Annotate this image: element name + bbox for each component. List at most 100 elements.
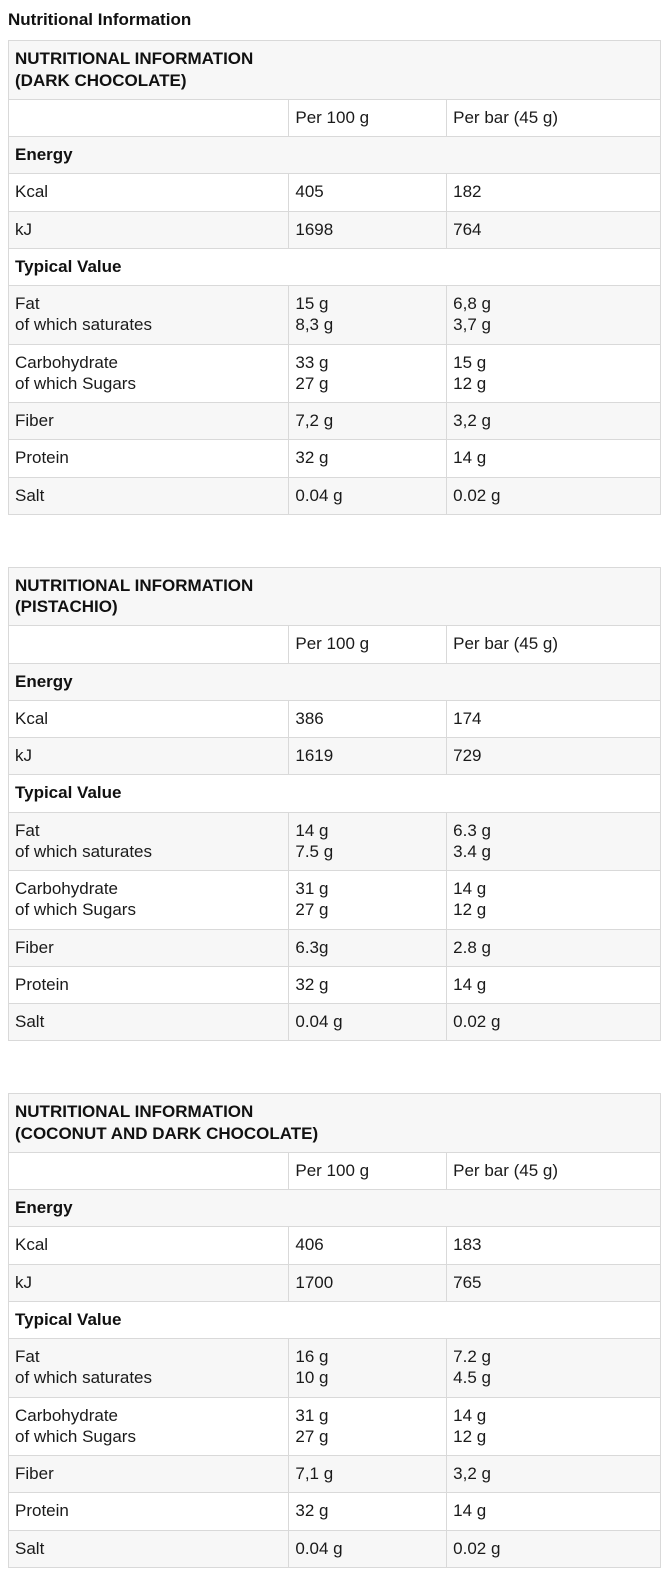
value-line1: 15 g	[453, 352, 487, 372]
row-label: Carbohydrate	[15, 879, 119, 898]
column-header-row: Per 100 g Per bar (45 g)	[8, 98, 661, 137]
value-per-100g: 0.04 g	[288, 476, 447, 515]
column-header-empty	[8, 1151, 289, 1190]
section-label-typical-value: Typical Value	[8, 247, 661, 286]
section-row-energy: Energy	[8, 1188, 661, 1227]
table-title-cell: NUTRITIONAL INFORMATION (DARK CHOCOLATE)	[9, 41, 661, 100]
value-line2: 27 g	[295, 900, 329, 920]
row-label-protein: Protein	[8, 439, 289, 477]
value-line1: 14 g	[453, 879, 487, 898]
value-per-100g: 14 g 7.5 g	[288, 811, 447, 871]
value-line1: 31 g	[295, 879, 329, 898]
section-label-energy: Energy	[8, 135, 661, 174]
value-line1: 14 g	[295, 820, 329, 840]
value-per-bar: 15 g 12 g	[446, 343, 661, 403]
row-label-salt: Salt	[8, 1002, 289, 1041]
value-line2: 3,7 g	[453, 315, 491, 335]
nutrition-table-coconut-dark-chocolate: NUTRITIONAL INFORMATION (COCONUT AND DAR…	[8, 1093, 661, 1568]
value-per-bar: 3,2 g	[446, 1454, 661, 1493]
row-label-fiber: Fiber	[8, 928, 289, 967]
row-label-fiber: Fiber	[8, 401, 289, 440]
table-row-kcal: Kcal 406 183	[8, 1226, 661, 1264]
row-label: Carbohydrate	[15, 1405, 119, 1425]
section-row-energy: Energy	[8, 135, 661, 174]
row-sublabel: of which Sugars	[15, 1426, 136, 1446]
column-header-per-100g: Per 100 g	[288, 98, 447, 137]
value-per-100g: 32 g	[288, 965, 447, 1004]
table-title-cell: NUTRITIONAL INFORMATION (PISTACHIO)	[9, 567, 661, 626]
value-line2: 27 g	[295, 1426, 329, 1446]
row-label: Fat	[15, 1347, 40, 1366]
table-row-carbohydrate: Carbohydrate of which Sugars 33 g 27 g 1…	[8, 343, 661, 403]
value-line2: 4.5 g	[453, 1368, 491, 1388]
value-per-100g: 1700	[288, 1263, 447, 1302]
row-label-kj: kJ	[8, 210, 289, 249]
value-per-100g: 31 g 27 g	[288, 1396, 447, 1456]
value-per-bar: 174	[446, 699, 661, 738]
column-header-per-bar: Per bar (45 g)	[446, 98, 661, 137]
table-title-row: NUTRITIONAL INFORMATION (PISTACHIO)	[8, 567, 661, 626]
row-label-fat: Fat of which saturates	[8, 1338, 289, 1397]
value-per-bar: 0.02 g	[446, 476, 661, 515]
row-label-fat: Fat of which saturates	[8, 285, 289, 344]
value-line2: 12 g	[453, 373, 487, 393]
column-header-per-bar: Per bar (45 g)	[446, 1151, 661, 1190]
row-sublabel: of which saturates	[15, 315, 153, 335]
row-label: Fat	[15, 820, 40, 840]
row-label-fiber: Fiber	[8, 1454, 289, 1493]
value-per-bar: 3,2 g	[446, 401, 661, 440]
row-label-salt: Salt	[8, 476, 289, 515]
nutrition-table-pistachio: NUTRITIONAL INFORMATION (PISTACHIO) Per …	[8, 566, 661, 1042]
table-title-line1: NUTRITIONAL INFORMATION	[15, 575, 254, 595]
row-label-salt: Salt	[8, 1529, 289, 1568]
section-row-energy: Energy	[8, 662, 661, 701]
section-label-energy: Energy	[8, 662, 661, 701]
row-label-carbohydrate: Carbohydrate of which Sugars	[8, 870, 289, 929]
table-row-salt: Salt 0.04 g 0.02 g	[8, 1529, 661, 1568]
row-label-protein: Protein	[8, 965, 289, 1004]
column-header-empty	[8, 625, 289, 663]
value-per-bar: 14 g	[446, 1492, 661, 1530]
table-row-salt: Salt 0.04 g 0.02 g	[8, 476, 661, 515]
value-per-bar: 183	[446, 1226, 661, 1264]
table-title-line2: (PISTACHIO)	[15, 597, 118, 616]
value-per-100g: 15 g 8,3 g	[288, 285, 447, 344]
table-row-carbohydrate: Carbohydrate of which Sugars 31 g 27 g 1…	[8, 1396, 661, 1456]
value-per-bar: 6.3 g 3.4 g	[446, 811, 661, 871]
row-label-kcal: Kcal	[8, 699, 289, 738]
table-row-fiber: Fiber 7,1 g 3,2 g	[8, 1454, 661, 1493]
section-row-typical-value: Typical Value	[8, 1300, 661, 1339]
table-title-line2: (DARK CHOCOLATE)	[15, 70, 187, 90]
value-per-bar: 182	[446, 173, 661, 211]
row-label-kcal: Kcal	[8, 173, 289, 211]
value-per-100g: 0.04 g	[288, 1002, 447, 1041]
table-row-kj: kJ 1700 765	[8, 1263, 661, 1302]
value-per-100g: 0.04 g	[288, 1529, 447, 1568]
table-title-line2: (COCONUT AND DARK CHOCOLATE)	[15, 1123, 319, 1143]
value-per-100g: 7,1 g	[288, 1454, 447, 1493]
value-per-100g: 31 g 27 g	[288, 870, 447, 929]
table-row-kj: kJ 1619 729	[8, 736, 661, 775]
value-line1: 7.2 g	[453, 1347, 491, 1366]
value-per-bar: 0.02 g	[446, 1002, 661, 1041]
value-per-100g: 7,2 g	[288, 401, 447, 440]
nutrition-table-dark-chocolate: NUTRITIONAL INFORMATION (DARK CHOCOLATE)…	[8, 40, 661, 515]
value-per-100g: 33 g 27 g	[288, 343, 447, 403]
table-row-protein: Protein 32 g 14 g	[8, 439, 661, 477]
section-row-typical-value: Typical Value	[8, 247, 661, 286]
value-per-bar: 0.02 g	[446, 1529, 661, 1568]
table-row-fiber: Fiber 6.3g 2.8 g	[8, 928, 661, 967]
section-row-typical-value: Typical Value	[8, 774, 661, 812]
column-header-row: Per 100 g Per bar (45 g)	[8, 1151, 661, 1190]
value-per-100g: 32 g	[288, 1492, 447, 1530]
value-per-100g: 1619	[288, 736, 447, 775]
column-header-per-100g: Per 100 g	[288, 625, 447, 663]
table-row-fat: Fat of which saturates 14 g 7.5 g 6.3 g …	[8, 811, 661, 871]
value-per-100g: 16 g 10 g	[288, 1338, 447, 1397]
value-line1: 6,8 g	[453, 294, 491, 313]
table-row-fiber: Fiber 7,2 g 3,2 g	[8, 401, 661, 440]
table-title-cell: NUTRITIONAL INFORMATION (COCONUT AND DAR…	[9, 1094, 661, 1153]
value-line2: 7.5 g	[295, 841, 334, 861]
value-per-bar: 14 g	[446, 439, 661, 477]
table-row-kcal: Kcal 405 182	[8, 173, 661, 211]
